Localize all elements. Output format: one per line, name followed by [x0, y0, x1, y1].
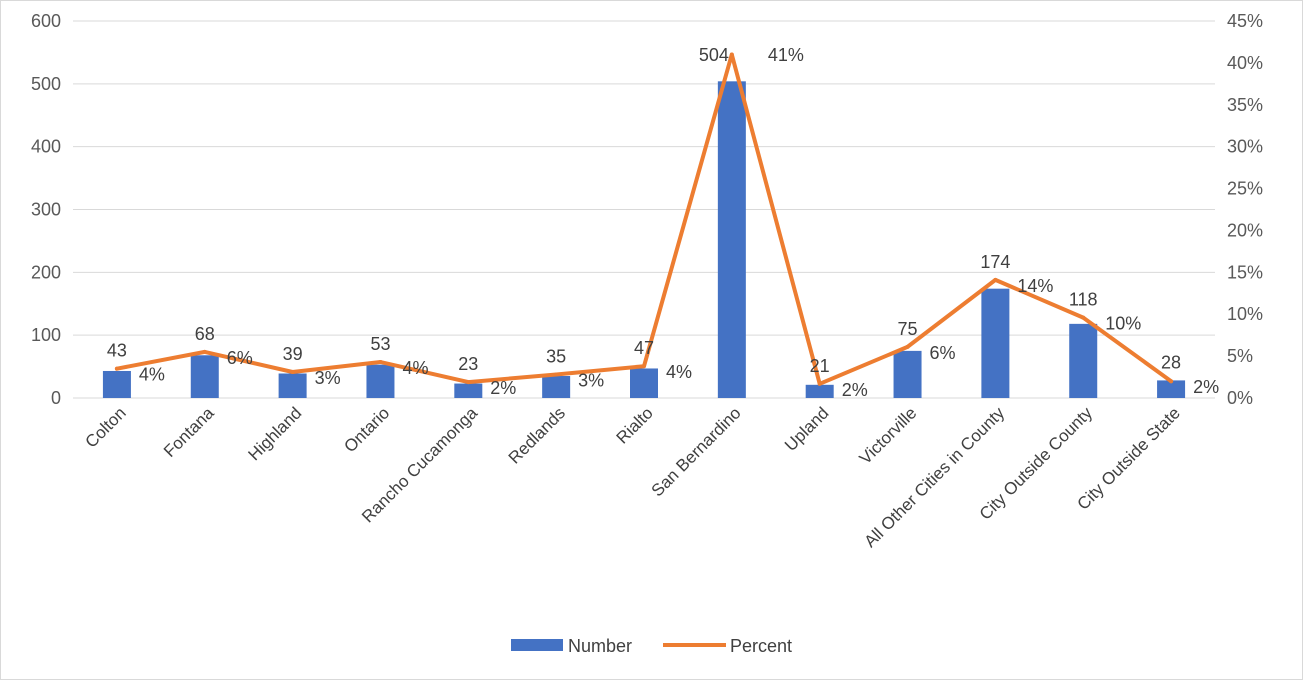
category-label: Colton: [82, 403, 130, 451]
category-label: Rialto: [613, 403, 657, 447]
category-label: Upland: [781, 403, 833, 455]
line-point: [817, 381, 822, 386]
bar-data-label: 118: [1069, 290, 1098, 310]
y-left-tick-label: 400: [31, 137, 61, 157]
bar-data-label: 28: [1161, 352, 1181, 372]
bar-data-label: 68: [195, 324, 215, 344]
line-point: [378, 359, 383, 364]
y-right-tick-label: 15%: [1227, 262, 1263, 282]
legend-label-percent: Percent: [730, 636, 792, 656]
bar: [981, 288, 1010, 398]
line-data-label: 2%: [490, 378, 516, 398]
line-data-label: 3%: [578, 371, 604, 391]
line-point: [114, 366, 119, 371]
line-data-label: 2%: [842, 380, 868, 400]
line-data-label: 41%: [768, 45, 804, 65]
bar-data-label: 21: [810, 356, 830, 376]
right-axis-ticks: 0% 5% 10% 15% 20% 25% 30% 35% 40% 45%: [1227, 11, 1263, 408]
bar-data-label: 39: [283, 344, 303, 364]
percent-line: [114, 52, 1174, 386]
bar-data-label: 53: [370, 334, 390, 354]
bar: [1069, 323, 1098, 398]
category-label: All Other Cities in County: [860, 403, 1008, 551]
bar: [454, 383, 483, 398]
bar: [893, 350, 922, 398]
category-label: Highland: [245, 403, 306, 464]
bar-data-label: 47: [634, 338, 654, 358]
line-data-label: 4%: [402, 358, 428, 378]
y-right-tick-label: 25%: [1227, 179, 1263, 199]
bar: [542, 376, 571, 398]
line-data-label: 10%: [1105, 314, 1141, 334]
line-point: [1081, 315, 1086, 320]
bar-data-label: 75: [898, 319, 918, 339]
line-data-label: 3%: [315, 368, 341, 388]
bar-data-label: 43: [107, 341, 127, 361]
bar: [278, 373, 307, 398]
left-axis-ticks: 0 100 200 300 400 500 600: [31, 11, 61, 408]
category-label: Redlands: [505, 403, 569, 467]
y-right-tick-label: 20%: [1227, 220, 1263, 240]
bar-data-label: 504: [699, 45, 729, 65]
line-data-label: 14%: [1017, 276, 1053, 296]
bar: [102, 370, 131, 398]
y-left-tick-label: 200: [31, 262, 61, 282]
bar: [717, 81, 746, 398]
line-data-label: 6%: [930, 343, 956, 363]
line-point: [905, 344, 910, 349]
bar-data-label: 23: [458, 354, 478, 374]
line-point: [729, 52, 734, 57]
line-point: [202, 349, 207, 354]
y-left-tick-label: 300: [31, 200, 61, 220]
bar-series-number: [102, 81, 1186, 398]
category-label: San Bernardino: [648, 403, 745, 500]
legend: Number Percent: [511, 636, 792, 656]
line-point: [993, 277, 998, 282]
category-label: Ontario: [340, 403, 393, 456]
y-right-tick-label: 45%: [1227, 11, 1263, 31]
y-right-tick-label: 0%: [1227, 388, 1253, 408]
bar-data-label: 174: [980, 252, 1010, 272]
line-data-label: 4%: [139, 365, 165, 385]
data-labels: 43 68 39 53 23 35 47 504 21 75 174 118 28 4% 6% 3% 4% 2% 3…: [107, 45, 1219, 400]
line-point: [554, 372, 559, 377]
line-data-label: 6%: [227, 348, 253, 368]
line-point: [466, 380, 471, 385]
y-left-tick-label: 100: [31, 325, 61, 345]
y-right-tick-label: 35%: [1227, 95, 1263, 115]
y-left-tick-label: 500: [31, 74, 61, 94]
bar: [805, 384, 834, 398]
line-series-percent: [114, 52, 1174, 386]
y-left-tick-label: 600: [31, 11, 61, 31]
y-right-tick-label: 10%: [1227, 304, 1263, 324]
y-left-tick-label: 0: [51, 388, 61, 408]
legend-label-number: Number: [568, 636, 632, 656]
bar: [366, 364, 395, 398]
bar: [630, 368, 658, 398]
legend-swatch-number: [511, 639, 563, 651]
line-point: [1169, 379, 1174, 384]
bar-data-label: 35: [546, 347, 566, 367]
category-label: Fontana: [160, 403, 218, 461]
bar: [190, 355, 219, 398]
gridlines: [73, 20, 1215, 399]
line-point: [290, 370, 295, 375]
category-label: Victorville: [856, 403, 921, 468]
bar: [1157, 380, 1186, 398]
y-right-tick-label: 40%: [1227, 53, 1263, 73]
y-right-tick-label: 30%: [1227, 137, 1263, 157]
line-data-label: 2%: [1193, 377, 1219, 397]
line-point: [642, 364, 646, 369]
line-data-label: 4%: [666, 362, 692, 382]
y-right-tick-label: 5%: [1227, 346, 1253, 366]
